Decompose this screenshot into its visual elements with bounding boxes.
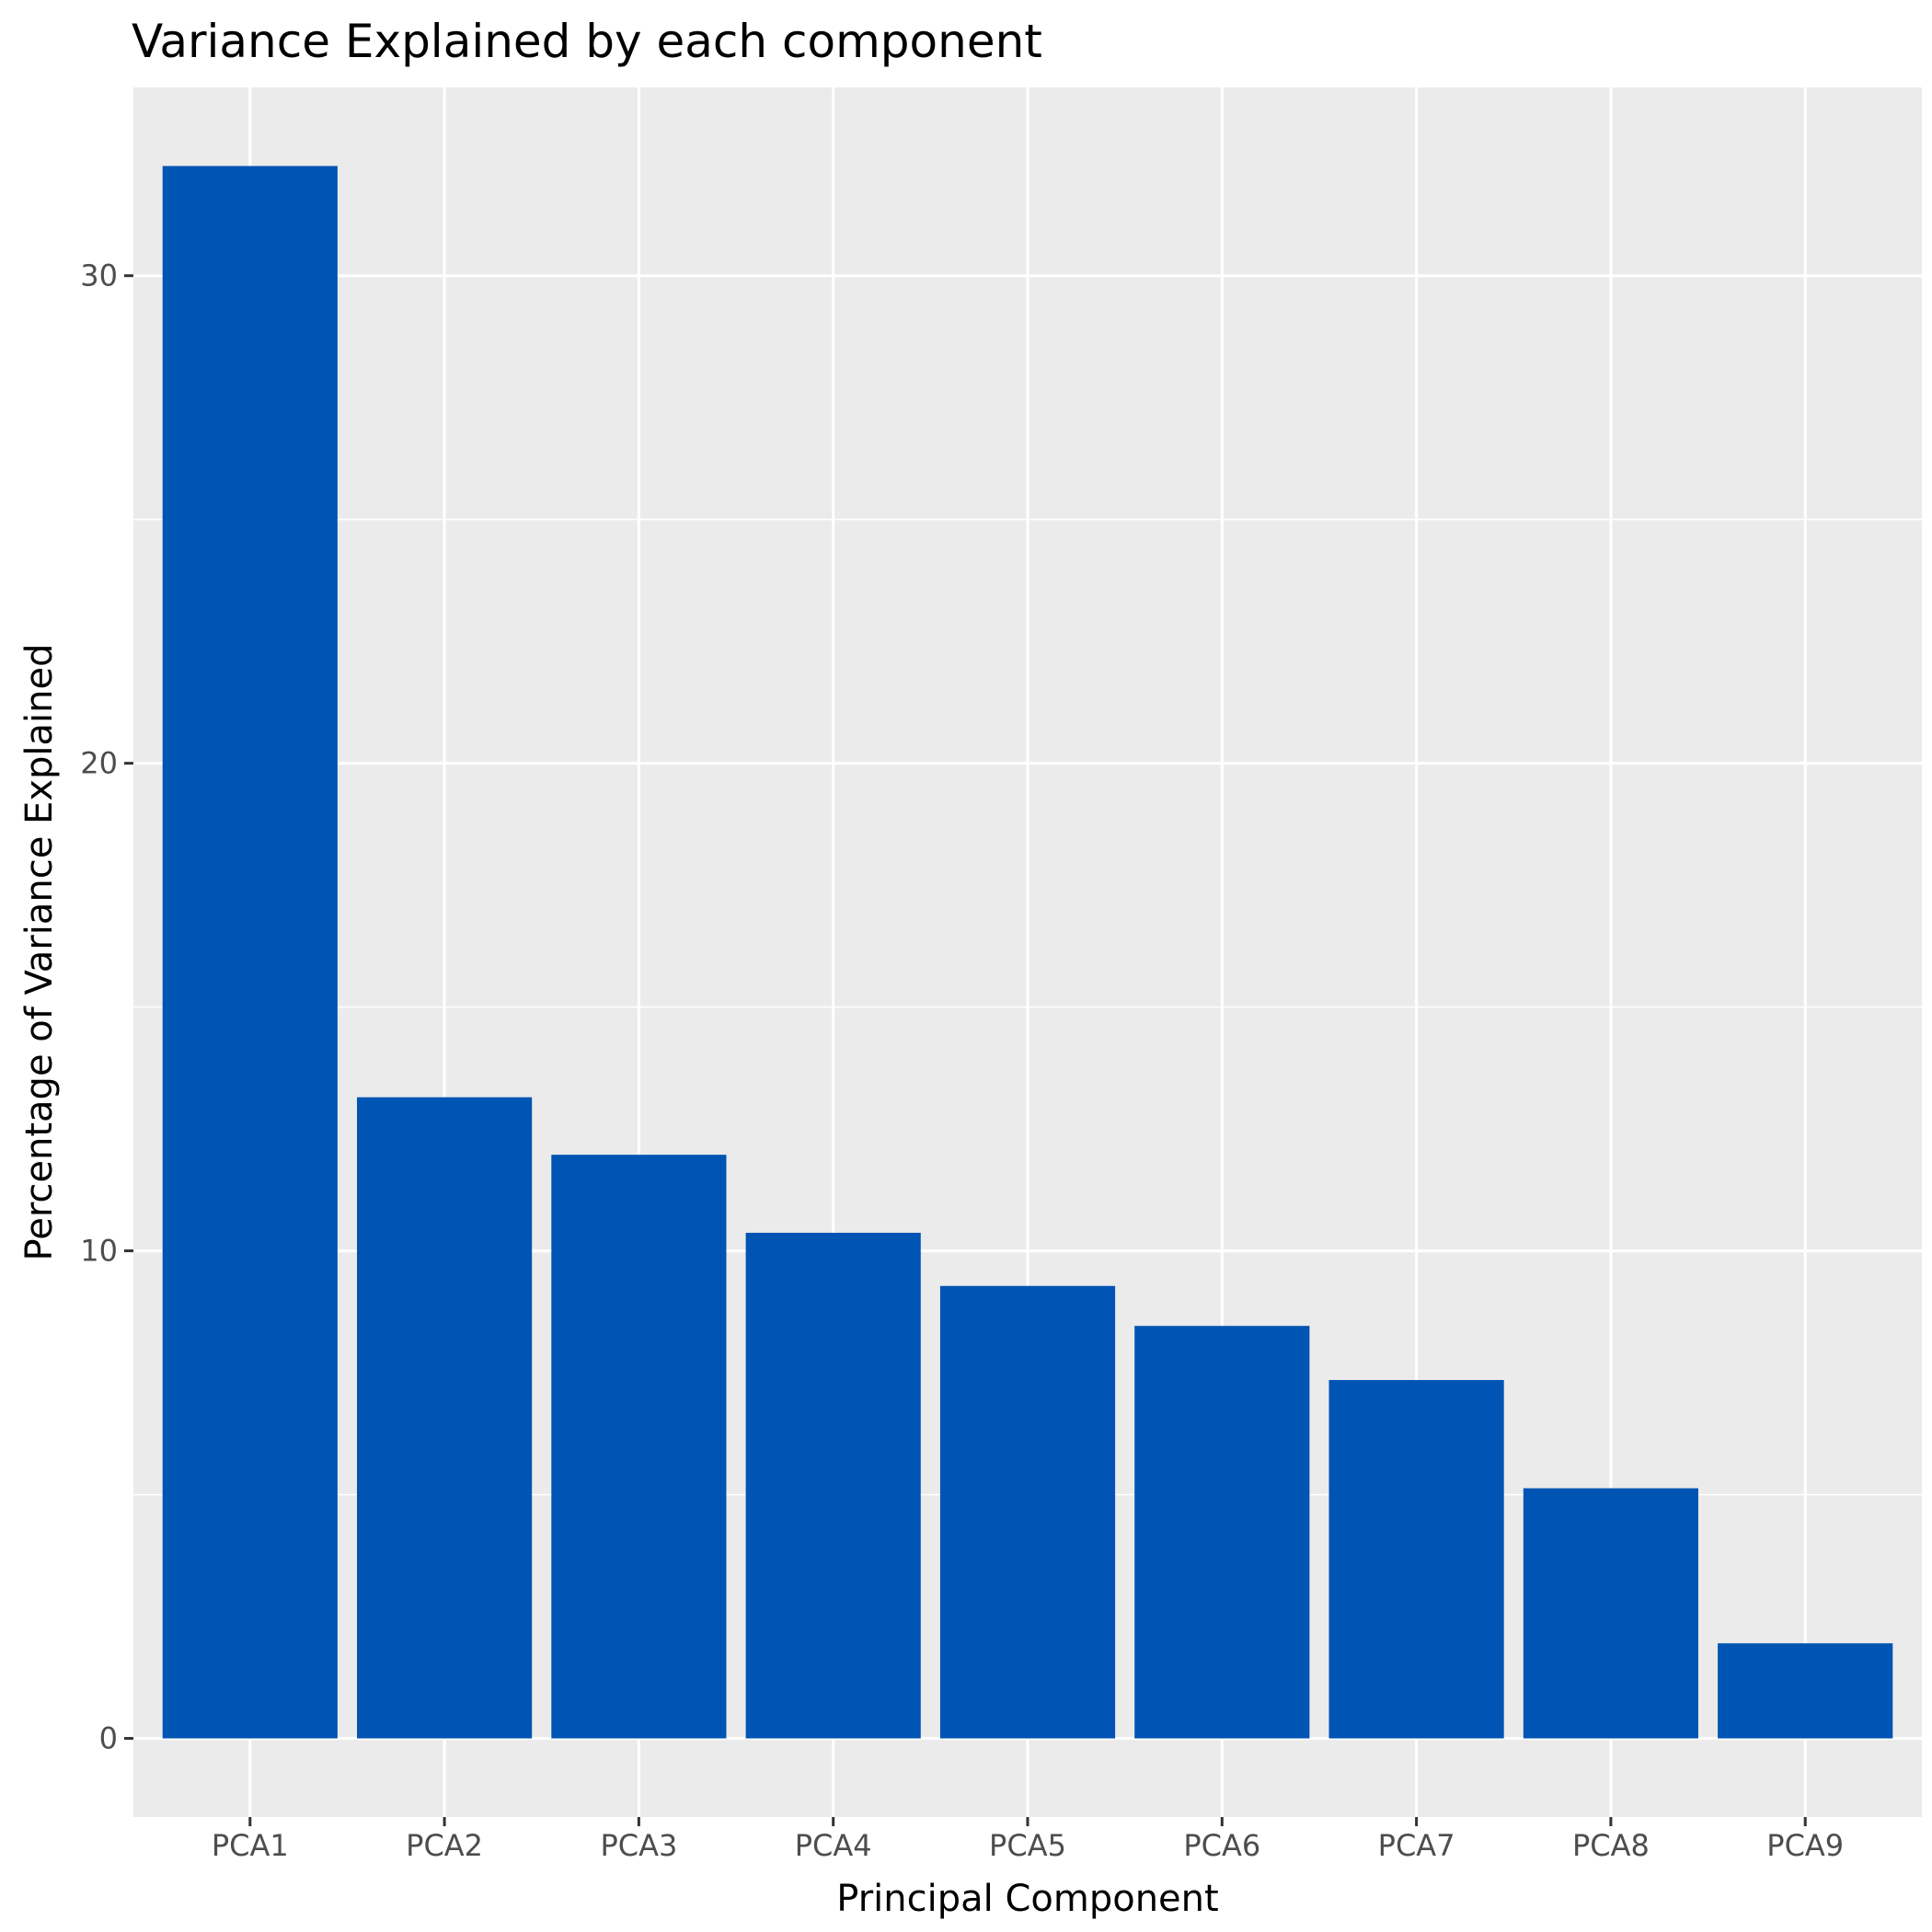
x-tick-label-pca1: PCA1 (212, 1828, 289, 1863)
x-tick-label-pca3: PCA3 (600, 1828, 677, 1863)
y-axis-title: Percentage of Variance Explained (18, 644, 61, 1261)
x-tick-label-pca8: PCA8 (1572, 1828, 1650, 1863)
chart-title: Variance Explained by each component (132, 15, 1042, 68)
bar-pca8 (1523, 1488, 1698, 1739)
y-axis: 0 10 20 30 (80, 259, 133, 1756)
bar-pca2 (357, 1097, 533, 1739)
x-tick-label-pca2: PCA2 (406, 1828, 483, 1863)
x-tick-label-pca5: PCA5 (989, 1828, 1066, 1863)
bar-pca4 (745, 1232, 921, 1739)
y-tick-label-2: 20 (80, 746, 118, 781)
x-tick-label-pca9: PCA9 (1766, 1828, 1844, 1863)
x-tick-label-pca7: PCA7 (1378, 1828, 1455, 1863)
bar-pca5 (939, 1285, 1116, 1739)
x-axis: PCA1 PCA2 PCA3 PCA4 PCA5 PCA6 PCA7 PCA8 PCA9 (212, 1817, 1844, 1863)
x-tick-label-pca4: PCA4 (795, 1828, 872, 1863)
bar-pca7 (1328, 1380, 1504, 1739)
bar-pca9 (1718, 1643, 1893, 1739)
x-tick-label-pca6: PCA6 (1183, 1828, 1260, 1863)
y-tick-label-1: 10 (80, 1234, 118, 1269)
bars (162, 166, 1893, 1739)
x-axis-title: Principal Component (836, 1878, 1218, 1920)
bar-pca3 (551, 1155, 727, 1739)
y-tick-label-3: 30 (80, 259, 118, 293)
bar-pca6 (1134, 1326, 1310, 1739)
y-tick-label-0: 0 (99, 1721, 118, 1756)
bar-pca1 (162, 166, 338, 1739)
